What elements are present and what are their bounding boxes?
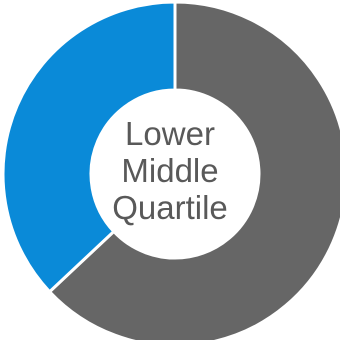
- center-label: Lower Middle Quartile: [80, 100, 260, 240]
- center-label-line-2: Middle: [121, 151, 219, 189]
- center-label-line-3: Quartile: [112, 188, 228, 226]
- donut-slice-1: [47, 0, 340, 340]
- donut-slice-2: [1, 0, 177, 294]
- center-label-line-1: Lower: [125, 114, 215, 152]
